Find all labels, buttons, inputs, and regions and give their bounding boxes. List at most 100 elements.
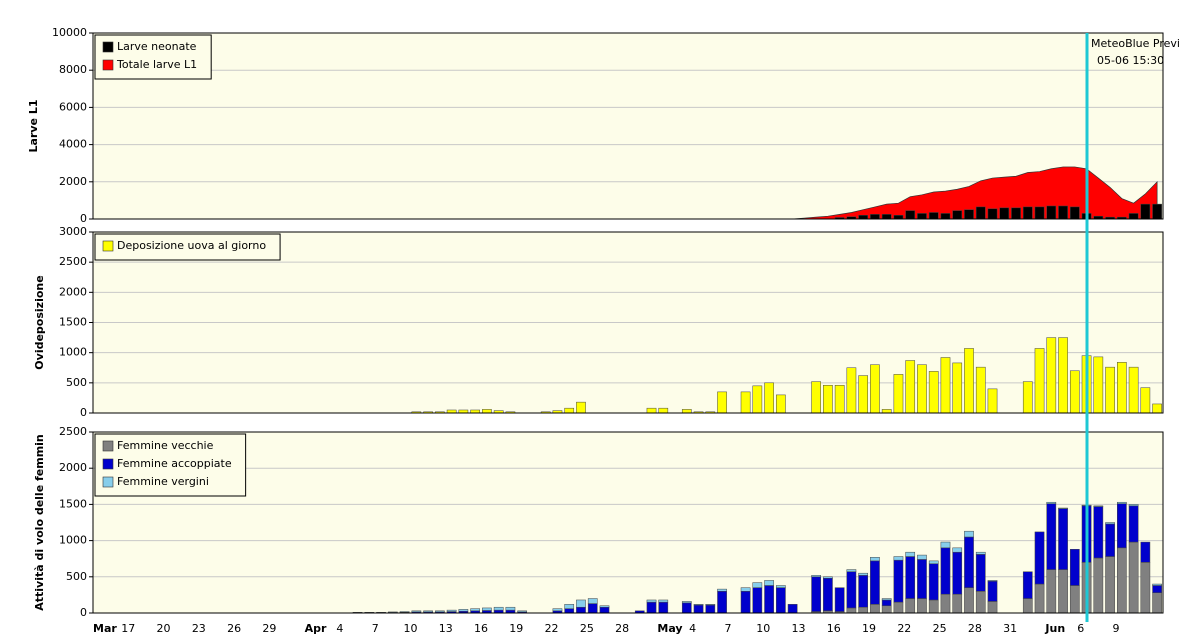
bar	[928, 560, 939, 565]
x-tick-label: 7	[372, 622, 379, 635]
bar	[905, 556, 916, 599]
bar	[870, 364, 880, 414]
bar	[1093, 506, 1104, 559]
bar	[1152, 203, 1162, 220]
forecast-time: 05-06 15:30	[1097, 54, 1164, 67]
bar	[893, 559, 904, 603]
bar	[1128, 213, 1139, 220]
x-tick-label: 16	[827, 622, 841, 635]
forecast-label: MeteoBlue Previ	[1091, 37, 1180, 50]
bar	[1034, 531, 1045, 585]
bar	[787, 604, 798, 614]
bar	[446, 609, 457, 612]
bar	[917, 598, 927, 614]
bar	[1058, 507, 1068, 509]
legend-swatch	[102, 59, 114, 71]
bar	[1152, 403, 1162, 414]
bar	[1128, 504, 1139, 507]
bar	[717, 591, 727, 614]
bar	[752, 385, 763, 414]
bar	[917, 213, 927, 220]
bar	[470, 608, 480, 612]
bar	[893, 556, 904, 561]
bar	[1022, 206, 1033, 220]
x-tick-label: 22	[897, 622, 911, 635]
bar	[928, 212, 939, 220]
bar	[870, 560, 880, 605]
bar	[681, 409, 692, 414]
bar	[1058, 569, 1068, 614]
bar	[1117, 503, 1127, 549]
bar	[964, 209, 974, 220]
legend-label: Femmine vecchie	[117, 439, 214, 452]
bar	[999, 207, 1010, 220]
bar	[1105, 556, 1115, 614]
x-tick-label: 28	[968, 622, 982, 635]
bar	[1128, 541, 1139, 614]
bar	[693, 604, 704, 606]
x-tick-label: 9	[1112, 622, 1119, 635]
bar	[1034, 583, 1045, 614]
bar	[1152, 583, 1162, 586]
bar	[681, 602, 692, 614]
bar	[599, 605, 610, 608]
bar	[1046, 337, 1057, 414]
bar	[917, 554, 927, 560]
bar	[1140, 541, 1151, 563]
bar	[1034, 206, 1045, 220]
bar	[1046, 205, 1057, 220]
bar	[599, 606, 610, 614]
legend-swatch	[102, 41, 114, 53]
bar	[1093, 356, 1104, 414]
bar	[399, 611, 410, 613]
bar	[846, 367, 857, 414]
bar	[1022, 381, 1033, 414]
bar	[776, 585, 786, 588]
y-tick-label: 2500	[59, 425, 87, 438]
bar	[952, 210, 963, 220]
bar	[740, 591, 751, 614]
bar	[705, 604, 716, 606]
bar	[823, 384, 833, 414]
bar	[493, 606, 504, 611]
bar	[952, 593, 963, 614]
bar	[1058, 205, 1068, 220]
bar	[1117, 547, 1127, 614]
plot-area	[93, 432, 1163, 613]
bar	[905, 360, 916, 414]
x-tick-label: 6	[1077, 622, 1084, 635]
x-tick-label: 31	[1003, 622, 1017, 635]
bar	[1069, 549, 1080, 586]
bar	[940, 541, 951, 549]
bar	[658, 407, 669, 414]
bar	[940, 593, 951, 614]
y-tick-label: 2500	[59, 255, 87, 268]
legend: Larve neonate Totale larve L1	[94, 34, 212, 80]
bar	[823, 576, 833, 579]
x-tick-label: May	[657, 622, 682, 635]
bar	[858, 375, 869, 414]
bar	[811, 576, 821, 612]
bar	[834, 384, 845, 414]
bar	[881, 598, 892, 601]
bar	[987, 580, 998, 602]
bar	[764, 580, 774, 586]
x-tick-label: 7	[724, 622, 731, 635]
legend-box	[94, 433, 247, 497]
bar	[681, 601, 692, 604]
legend-box	[94, 34, 212, 80]
bar	[1046, 569, 1057, 614]
bar	[811, 575, 821, 578]
bar	[928, 599, 939, 614]
bar	[1069, 585, 1080, 614]
bar	[776, 394, 786, 414]
x-tick-label: 26	[227, 622, 241, 635]
bar	[717, 588, 727, 592]
bar	[1046, 503, 1057, 570]
bar	[917, 559, 927, 599]
bar	[576, 599, 586, 608]
y-tick-label: 2000	[59, 461, 87, 474]
bar	[658, 599, 669, 603]
bar	[928, 563, 939, 601]
legend-label: Femmine accoppiate	[117, 457, 232, 470]
